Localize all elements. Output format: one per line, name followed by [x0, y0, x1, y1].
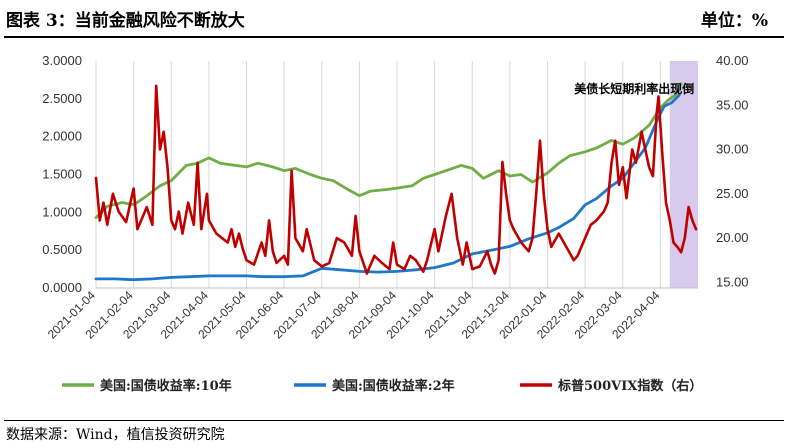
source-note: 数据来源：Wind，植信投资研究院: [6, 427, 225, 443]
y-right-tick-label: 30.00: [716, 142, 749, 157]
y-left-tick-label: 2.0000: [42, 129, 82, 144]
y-left-tick-label: 0.0000: [42, 280, 82, 295]
series-line-3: [94, 84, 698, 275]
y-right-tick-label: 25.00: [716, 186, 749, 201]
series-line-2: [94, 93, 681, 282]
chart-canvas: 0.0000 0.5000 1.0000 1.5000 2.0000 2.5000 3.00…: [42, 53, 748, 394]
y-left-tick-label: 1.5000: [42, 167, 82, 182]
plot-area: 0.0000 0.5000 1.0000 1.5000 2.0000 2.5000 3.00…: [42, 53, 748, 394]
y-right-tick-label: 40.00: [716, 53, 749, 68]
y-left-tick-label: 3.0000: [42, 53, 82, 68]
unit-label: 单位：%: [700, 11, 768, 31]
chart-title: 图表 3：当前金融风险不断放大: [6, 11, 245, 31]
legend-label-3: 标普500VIX指数（右）: [557, 378, 702, 394]
y-left-tick-label: 2.5000: [42, 91, 82, 106]
legend-label-2: 美国:国债收益率:2年: [332, 378, 455, 394]
header-rule: [4, 36, 784, 38]
y-left-tick-label: 1.0000: [42, 204, 82, 219]
legend-label-1: 美国:国债收益率:10年: [100, 378, 232, 394]
inversion-annotation: 美债长短期利率出现倒: [574, 81, 694, 96]
source-rule: [4, 420, 784, 421]
y-right-tick-label: 20.00: [716, 230, 749, 245]
series-line-1: [94, 82, 683, 220]
y-right-tick-label: 35.00: [716, 97, 749, 112]
y-left-tick-label: 0.5000: [42, 242, 82, 257]
y-right-tick-label: 15.00: [716, 274, 749, 289]
